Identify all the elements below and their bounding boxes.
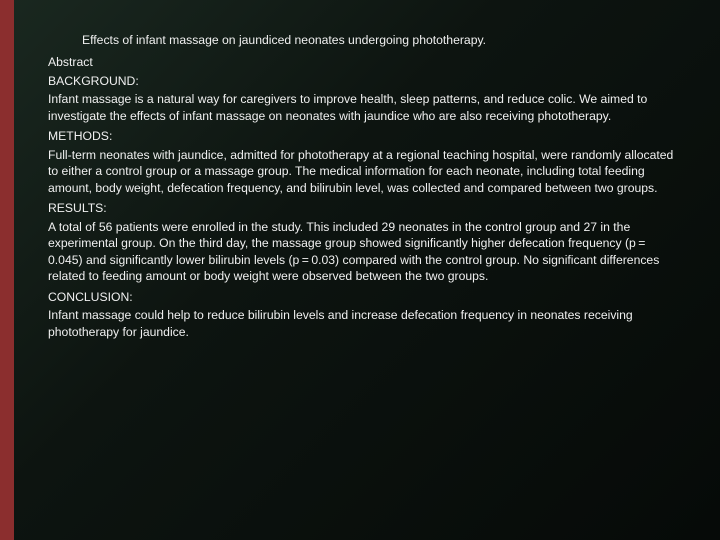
section-heading-conclusion: CONCLUSION:: [48, 289, 680, 305]
abstract-content: Effects of infant massage on jaundiced n…: [48, 32, 680, 344]
section-heading-background: BACKGROUND:: [48, 73, 680, 89]
section-body-conclusion: Infant massage could help to reduce bili…: [48, 307, 680, 340]
section-body-results: A total of 56 patients were enrolled in …: [48, 219, 680, 285]
accent-bar: [0, 0, 14, 540]
section-heading-results: RESULTS:: [48, 200, 680, 216]
section-body-background: Infant massage is a natural way for care…: [48, 91, 680, 124]
section-body-methods: Full-term neonates with jaundice, admitt…: [48, 147, 680, 196]
abstract-label: Abstract: [48, 54, 680, 70]
paper-title: Effects of infant massage on jaundiced n…: [48, 32, 680, 48]
section-heading-methods: METHODS:: [48, 128, 680, 144]
